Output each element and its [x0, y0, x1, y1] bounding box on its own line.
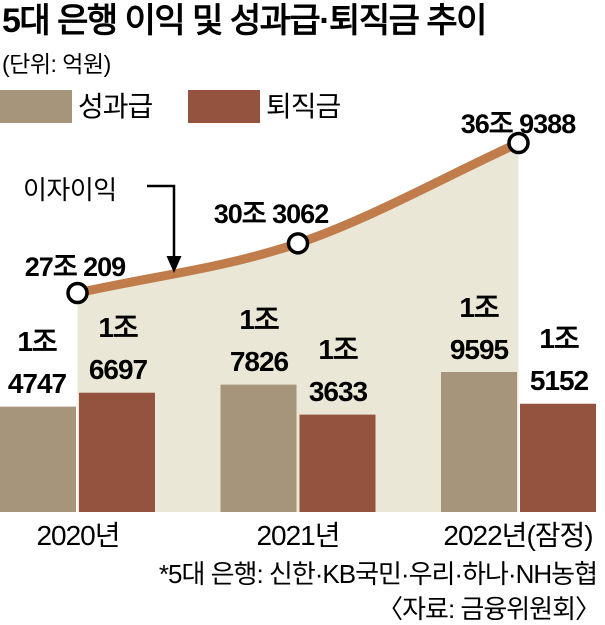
bar-value-line2: 5152: [529, 365, 589, 396]
unit-note: (단위: 억원): [2, 51, 111, 77]
legend-swatch-bonus: [0, 90, 72, 123]
bar-value-line2: 3633: [308, 376, 368, 407]
line-value-2021: 30조 3062: [213, 199, 329, 229]
page-title: 5대 은행 이익 및 성과급·퇴직금 추이: [2, 2, 487, 40]
bar-value-bonus-2020: 1조 4747: [0, 321, 89, 405]
x-label-2021: 2021년: [256, 520, 340, 551]
bar-severance-2021년: [299, 414, 376, 512]
x-label-2020: 2020년: [36, 520, 120, 551]
bar-value-line1: 1조: [17, 326, 57, 357]
bar-value-severance-2021: 1조 3633: [286, 329, 390, 413]
bar-value-bonus-2021: 1조 7826: [207, 299, 311, 383]
line-value-2022: 36조 9388: [460, 109, 576, 139]
line-value-2020: 27조 209: [24, 252, 126, 282]
bar-value-line1: 1조: [459, 292, 499, 323]
bar-severance-2022년(잠정): [520, 403, 596, 512]
x-label-2022: 2022년(잠정): [443, 520, 593, 551]
bar-bonus-2020년: [0, 406, 76, 512]
source-credit: 〈자료: 금융위원회〉: [377, 594, 601, 624]
bar-value-line2: 9595: [449, 334, 509, 365]
bar-value-line1: 1조: [239, 304, 279, 335]
callout-arrow-line: [147, 184, 176, 258]
legend-swatch-severance: [188, 90, 260, 123]
bar-bonus-2022년(잠정): [441, 372, 517, 512]
bar-value-line1: 1조: [318, 334, 358, 365]
bar-value-severance-2022: 1조 5152: [507, 318, 605, 402]
legend-label-severance: 퇴직금: [266, 91, 341, 122]
bar-value-severance-2020: 1조 6697: [66, 307, 170, 391]
line-series-label: 이자이익: [23, 175, 117, 205]
legend-label-bonus: 성과급: [78, 91, 153, 122]
bar-bonus-2021년: [220, 384, 297, 512]
down-arrow-icon: [166, 256, 182, 273]
line-marker-2020년: [66, 281, 89, 305]
line-marker-2021년: [286, 232, 310, 255]
line-marker-2022년(잠정): [507, 131, 530, 155]
bar-value-bonus-2022: 1조 9595: [427, 287, 531, 371]
footnote: *5대 은행: 신한·KB국민·우리·하나·NH농협: [158, 559, 598, 589]
bar-severance-2020년: [79, 392, 155, 512]
bar-value-line2: 4747: [7, 368, 67, 399]
interest-income-area: [77, 143, 519, 512]
bar-value-line2: 6697: [88, 354, 148, 385]
bar-value-line2: 7826: [229, 346, 289, 377]
bar-value-line1: 1조: [539, 323, 579, 354]
bar-value-line1: 1조: [98, 312, 138, 343]
